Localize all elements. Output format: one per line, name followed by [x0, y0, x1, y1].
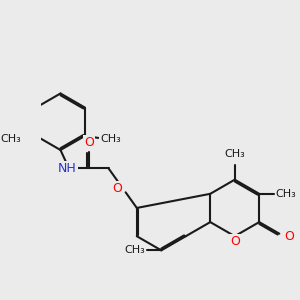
Text: O: O	[284, 230, 294, 243]
Text: CH₃: CH₃	[124, 245, 145, 255]
Text: O: O	[84, 136, 94, 148]
Text: NH: NH	[58, 162, 77, 175]
Text: CH₃: CH₃	[100, 134, 121, 144]
Text: CH₃: CH₃	[276, 189, 296, 199]
Text: CH₃: CH₃	[0, 134, 21, 144]
Text: CH₃: CH₃	[224, 149, 245, 159]
Text: O: O	[112, 182, 122, 195]
Text: O: O	[230, 235, 240, 248]
